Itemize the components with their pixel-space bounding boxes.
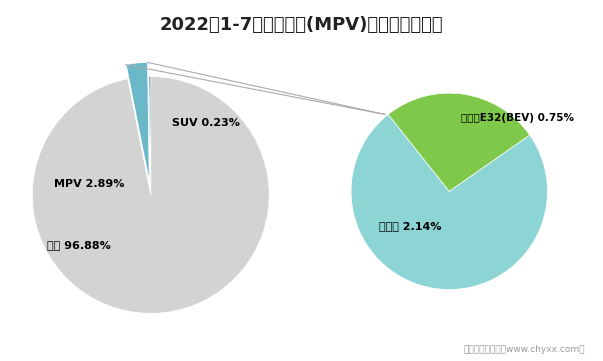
Wedge shape xyxy=(126,62,150,181)
Text: 斯派卡E32(BEV) 0.75%: 斯派卡E32(BEV) 0.75% xyxy=(461,113,574,123)
Text: MPV 2.89%: MPV 2.89% xyxy=(54,179,124,189)
Wedge shape xyxy=(388,93,529,191)
Text: 斯派卡 2.14%: 斯派卡 2.14% xyxy=(379,221,441,231)
Wedge shape xyxy=(149,77,151,195)
Wedge shape xyxy=(33,77,269,313)
Wedge shape xyxy=(351,114,548,290)
Text: 2022年1-7月四川野马(MPV)销量占比统计图: 2022年1-7月四川野马(MPV)销量占比统计图 xyxy=(160,16,443,34)
Text: 制图：智研咨询（www.chyxx.com）: 制图：智研咨询（www.chyxx.com） xyxy=(464,345,585,354)
Text: 轿车 96.88%: 轿车 96.88% xyxy=(46,240,110,250)
Text: SUV 0.23%: SUV 0.23% xyxy=(172,118,240,128)
